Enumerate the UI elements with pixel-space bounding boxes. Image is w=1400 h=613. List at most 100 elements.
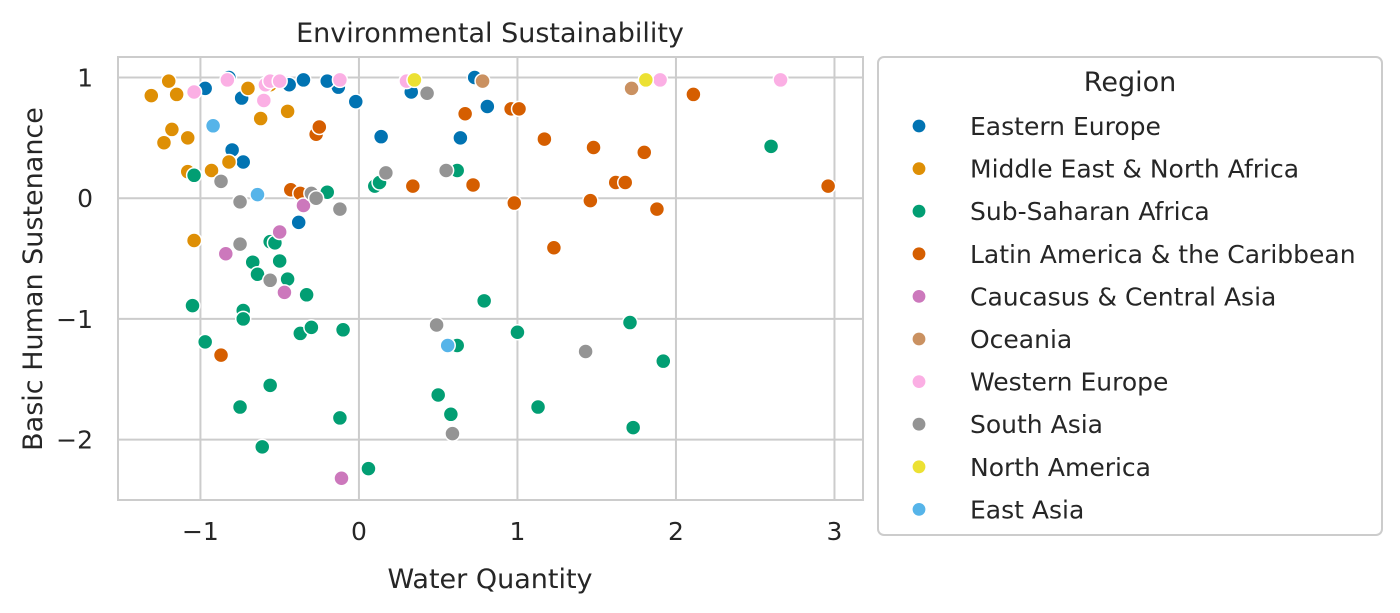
legend-label-eastern-europe: Eastern Europe [970, 112, 1161, 141]
plot-area-frame [117, 56, 864, 501]
point-latin-america-the-caribbean [582, 192, 599, 209]
point-middle-east-north-africa [179, 129, 196, 147]
point-sub-saharan-africa [196, 333, 214, 351]
point-latin-america-the-caribbean [685, 86, 702, 103]
point-sub-saharan-africa [298, 286, 315, 304]
point-latin-america-the-caribbean [648, 200, 666, 218]
point-sub-saharan-africa [253, 438, 271, 456]
x-tick-label: 2 [668, 517, 684, 546]
point-latin-america-the-caribbean [819, 177, 837, 195]
point-latin-america-the-caribbean [506, 194, 523, 212]
point-south-asia [437, 162, 455, 179]
point-oceania [474, 72, 491, 90]
point-western-europe [219, 71, 236, 89]
point-sub-saharan-africa [279, 270, 296, 288]
tick-labels: −1 0 1 2 3 −2 −1 0 1 [56, 64, 842, 546]
point-sub-saharan-africa [475, 292, 493, 310]
point-western-europe [651, 71, 669, 89]
x-tick-label: 3 [827, 517, 843, 546]
legend-marker-eastern-europe [911, 118, 927, 134]
point-middle-east-north-africa [279, 103, 296, 120]
y-tick-label: 1 [77, 64, 93, 93]
chart-title: Environmental Sustainability [296, 18, 684, 49]
legend-frame [877, 56, 1383, 536]
point-sub-saharan-africa [429, 386, 447, 404]
point-north-america [637, 71, 655, 89]
point-caucasus-central-asia [276, 284, 293, 301]
point-south-asia [231, 235, 249, 253]
point-western-europe [271, 72, 288, 90]
point-middle-east-north-africa [185, 232, 203, 249]
point-latin-america-the-caribbean [616, 174, 634, 191]
point-south-asia [331, 200, 349, 218]
legend-marker-caucasus-central-asia [911, 288, 927, 304]
point-south-asia [428, 316, 445, 334]
point-sub-saharan-africa [621, 314, 639, 331]
point-sub-saharan-africa [762, 138, 780, 155]
point-south-asia [418, 84, 436, 102]
point-sub-saharan-africa [303, 319, 320, 336]
legend-marker-south-asia [911, 416, 927, 432]
point-south-asia [444, 425, 461, 442]
point-eastern-europe [452, 129, 469, 147]
point-north-america [406, 71, 423, 89]
point-eastern-europe [234, 153, 252, 171]
point-eastern-europe [372, 128, 390, 145]
point-latin-america-the-caribbean [585, 139, 602, 156]
point-south-asia [231, 193, 249, 211]
point-south-asia [212, 173, 230, 190]
point-sub-saharan-africa [360, 460, 377, 477]
point-western-europe [331, 71, 349, 89]
point-caucasus-central-asia [333, 470, 350, 487]
point-sub-saharan-africa [185, 167, 203, 184]
point-western-europe [772, 71, 789, 89]
legend-label-middle-east-north-africa: Middle East & North Africa [970, 155, 1299, 184]
point-sub-saharan-africa [331, 409, 349, 427]
point-latin-america-the-caribbean [510, 100, 528, 118]
legend-label-south-asia: South Asia [970, 410, 1103, 439]
legend-label-latin-america-the-caribbean: Latin America & the Caribbean [970, 240, 1356, 269]
point-latin-america-the-caribbean [456, 105, 474, 122]
legend-marker-oceania [911, 331, 927, 347]
point-south-asia [261, 272, 279, 289]
legend-marker-latin-america-the-caribbean [911, 246, 927, 262]
point-east-asia [249, 186, 266, 203]
point-sub-saharan-africa [442, 406, 460, 423]
point-eastern-europe [295, 71, 312, 89]
point-eastern-europe [347, 93, 365, 110]
point-sub-saharan-africa [624, 419, 642, 436]
x-tick-label: 1 [509, 517, 525, 546]
point-middle-east-north-africa [203, 162, 220, 179]
legend-marker-middle-east-north-africa [911, 161, 927, 177]
legend-marker-sub-saharan-africa [911, 203, 927, 219]
point-latin-america-the-caribbean [636, 144, 653, 161]
legend-marker-east-asia [911, 501, 927, 517]
legend-label-north-america: North America [970, 453, 1151, 482]
grid-lines [118, 57, 863, 500]
point-middle-east-north-africa [163, 121, 181, 138]
point-south-asia [307, 189, 325, 207]
data-points [143, 69, 837, 487]
point-sub-saharan-africa [261, 377, 279, 394]
x-axis-title: Water Quantity [387, 564, 592, 595]
point-western-europe [255, 92, 273, 109]
point-middle-east-north-africa [143, 87, 160, 104]
point-east-asia [439, 337, 456, 354]
point-sub-saharan-africa [231, 398, 249, 416]
legend-label-western-europe: Western Europe [970, 368, 1168, 397]
point-caucasus-central-asia [271, 223, 288, 241]
point-middle-east-north-africa [160, 72, 177, 90]
point-east-asia [204, 117, 222, 135]
legend: Region Eastern Europe Middle East & North… [877, 56, 1383, 536]
point-latin-america-the-caribbean [311, 118, 328, 136]
point-latin-america-the-caribbean [212, 346, 230, 364]
point-sub-saharan-africa [234, 310, 252, 328]
point-sub-saharan-africa [655, 352, 672, 370]
point-middle-east-north-africa [155, 134, 173, 151]
y-axis-title: Basic Human Sustenance [18, 107, 49, 451]
point-middle-east-north-africa [168, 86, 185, 103]
point-caucasus-central-asia [295, 197, 312, 214]
y-tick-label: −1 [56, 305, 93, 334]
point-south-asia [377, 164, 395, 182]
point-middle-east-north-africa [239, 80, 257, 97]
